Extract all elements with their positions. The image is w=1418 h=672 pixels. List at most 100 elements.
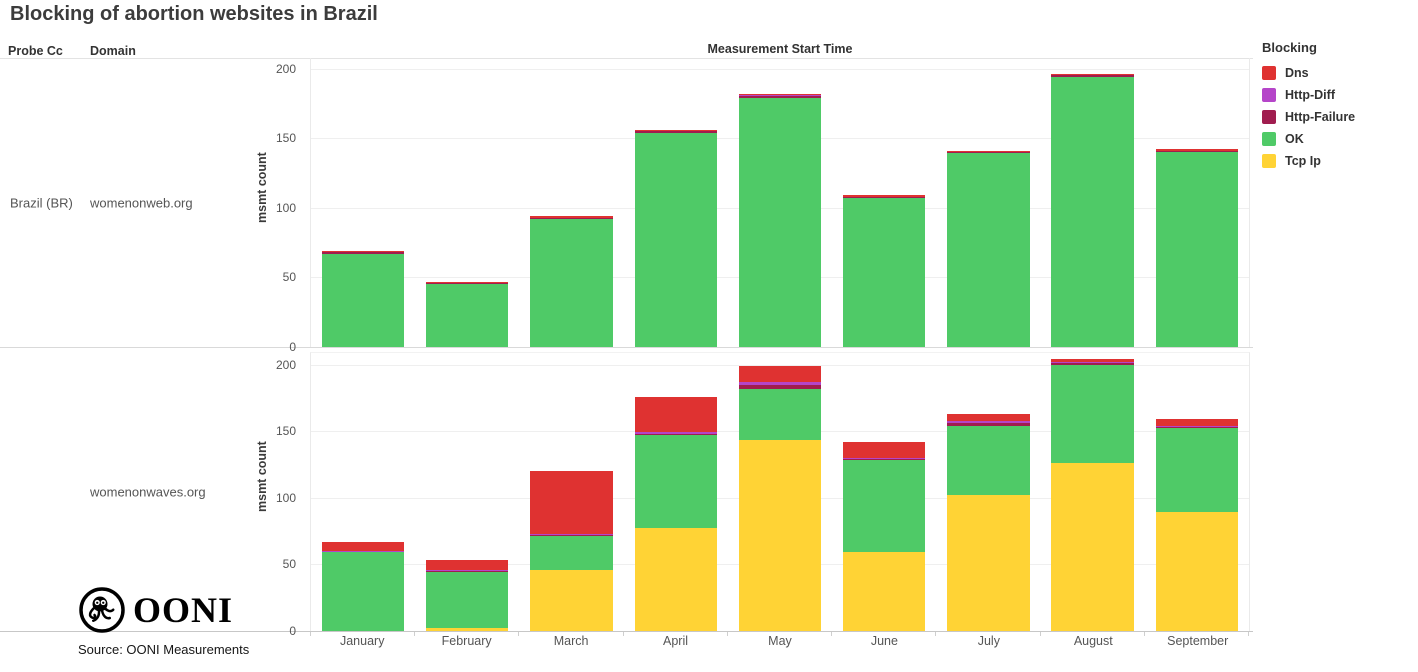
bar-segment-dns[interactable]: [634, 129, 717, 132]
bar-segment-tcp-ip[interactable]: [1051, 463, 1134, 631]
bar-segment-ok[interactable]: [634, 435, 717, 529]
bar-segment-http-diff[interactable]: [738, 381, 822, 385]
bar-segment-ok[interactable]: [530, 218, 613, 347]
bar-segment-dns[interactable]: [843, 195, 926, 197]
bar-segment-ok[interactable]: [843, 198, 926, 347]
stacked-bar-march[interactable]: [530, 216, 613, 347]
stacked-bar-september[interactable]: [1155, 149, 1239, 347]
bar-segment-ok[interactable]: [1051, 364, 1134, 464]
legend-item-ok: OK: [1262, 128, 1416, 150]
x-axis-tick: [726, 632, 728, 636]
ok-color-swatch: [1262, 132, 1276, 146]
stacked-bar-january[interactable]: [321, 250, 405, 347]
bar-segment-http-failure[interactable]: [1051, 75, 1134, 77]
bar-segment-http-failure[interactable]: [426, 282, 509, 285]
bar-segment-http-failure[interactable]: [426, 571, 509, 573]
bar-segment-dns[interactable]: [843, 441, 926, 458]
bar-segment-http-diff[interactable]: [947, 420, 1030, 424]
bar-segment-ok[interactable]: [426, 572, 509, 629]
bar-segment-dns[interactable]: [426, 281, 509, 283]
bar-segment-dns[interactable]: [738, 93, 822, 95]
x-tick-label: May: [768, 634, 792, 648]
stacked-bar-september[interactable]: [1155, 419, 1239, 631]
x-axis-tick: [1039, 632, 1041, 636]
bar-segment-http-failure[interactable]: [738, 96, 822, 98]
bar-segment-http-failure[interactable]: [1155, 150, 1239, 153]
bar-slot-june: [832, 353, 936, 631]
stacked-bar-june[interactable]: [843, 195, 926, 347]
bar-segment-ok[interactable]: [947, 425, 1030, 496]
stacked-bar-february[interactable]: [426, 281, 509, 347]
stacked-bar-august[interactable]: [1051, 74, 1134, 347]
bar-segment-http-failure[interactable]: [634, 131, 717, 133]
stacked-bar-june[interactable]: [843, 441, 926, 631]
bar-segment-dns[interactable]: [1051, 74, 1134, 76]
bar-segment-dns[interactable]: [947, 413, 1030, 421]
bar-segment-http-diff[interactable]: [426, 569, 509, 572]
bar-segment-http-failure[interactable]: [634, 433, 717, 436]
bar-segment-tcp-ip[interactable]: [530, 569, 613, 631]
bar-segment-ok[interactable]: [321, 253, 405, 347]
bar-segment-http-failure[interactable]: [947, 423, 1030, 426]
bar-segment-ok[interactable]: [321, 552, 405, 631]
bar-segment-http-diff[interactable]: [843, 457, 926, 460]
stacked-bar-may[interactable]: [738, 365, 822, 631]
bar-segment-dns[interactable]: [530, 216, 613, 218]
header-divider: [0, 58, 1253, 59]
x-tick-label: June: [870, 634, 898, 648]
bar-segment-dns[interactable]: [947, 150, 1030, 153]
bar-segment-ok[interactable]: [634, 132, 717, 347]
y-axis-ticks: 0 50 100 150 200: [0, 352, 298, 639]
domain-label-womenonweb: womenonweb.org: [90, 195, 193, 210]
bar-segment-dns[interactable]: [321, 541, 405, 552]
stacked-bar-january[interactable]: [321, 541, 405, 631]
bar-segment-http-failure[interactable]: [530, 535, 613, 537]
bar-segment-dns[interactable]: [1155, 149, 1239, 151]
bar-segment-http-diff[interactable]: [634, 432, 717, 434]
stacked-bar-april[interactable]: [634, 396, 717, 631]
bar-segment-tcp-ip[interactable]: [947, 495, 1030, 631]
bar-segment-dns[interactable]: [530, 471, 613, 534]
bar-segment-dns[interactable]: [321, 250, 405, 253]
bar-segment-http-diff[interactable]: [1051, 361, 1134, 364]
bar-segment-http-failure[interactable]: [1155, 427, 1239, 429]
bar-segment-tcp-ip[interactable]: [634, 528, 717, 631]
bar-segment-tcp-ip[interactable]: [843, 552, 926, 631]
bar-segment-http-failure[interactable]: [843, 459, 926, 461]
bar-segment-dns[interactable]: [1155, 419, 1239, 426]
bar-segment-dns[interactable]: [426, 560, 509, 570]
stacked-bar-february[interactable]: [426, 560, 509, 631]
bar-segment-tcp-ip[interactable]: [426, 628, 509, 631]
bar-segment-tcp-ip[interactable]: [1155, 512, 1239, 631]
stacked-bar-july[interactable]: [947, 413, 1030, 631]
bar-segment-http-diff[interactable]: [530, 533, 613, 536]
bar-segment-ok[interactable]: [426, 284, 509, 347]
stacked-bar-may[interactable]: [738, 93, 822, 347]
stacked-bar-july[interactable]: [947, 150, 1030, 347]
bar-segment-http-failure[interactable]: [530, 217, 613, 219]
bar-segment-ok[interactable]: [738, 388, 822, 441]
bar-segment-http-failure[interactable]: [1051, 363, 1134, 365]
bar-segment-ok[interactable]: [843, 460, 926, 553]
bar-segment-ok[interactable]: [530, 536, 613, 570]
bar-segment-dns[interactable]: [634, 396, 717, 433]
stacked-bar-august[interactable]: [1051, 359, 1134, 631]
bar-segment-ok[interactable]: [1155, 428, 1239, 513]
bar-segment-ok[interactable]: [1051, 76, 1134, 347]
bar-segment-http-failure[interactable]: [843, 196, 926, 199]
bar-slot-july: [936, 58, 1040, 347]
bar-segment-http-diff[interactable]: [1155, 425, 1239, 428]
stacked-bar-march[interactable]: [530, 471, 613, 631]
bar-segment-http-failure[interactable]: [321, 252, 405, 254]
bar-segment-ok[interactable]: [1155, 152, 1239, 347]
bar-segment-ok[interactable]: [738, 97, 822, 347]
bar-segment-http-diff[interactable]: [738, 94, 822, 97]
bar-segment-tcp-ip[interactable]: [738, 440, 822, 631]
stacked-bar-april[interactable]: [634, 129, 717, 347]
bar-segment-http-failure[interactable]: [947, 152, 1030, 154]
bar-segment-http-diff[interactable]: [321, 551, 405, 553]
bar-segment-http-failure[interactable]: [738, 384, 822, 389]
bar-segment-dns[interactable]: [1051, 359, 1134, 362]
bar-segment-ok[interactable]: [947, 153, 1030, 347]
bar-segment-dns[interactable]: [738, 365, 822, 382]
